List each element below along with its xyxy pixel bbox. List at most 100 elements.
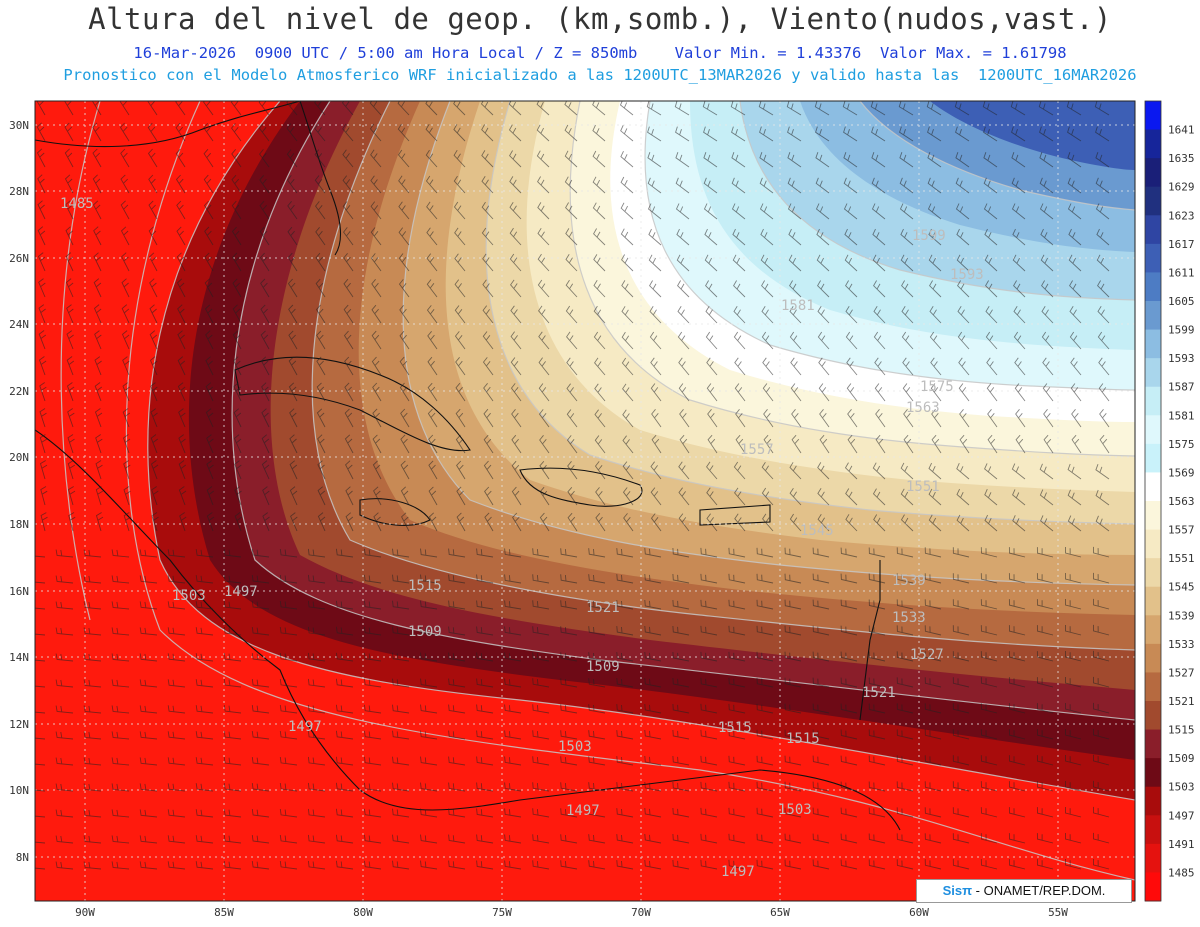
colorbar-swatch [1145, 301, 1161, 331]
wind-barb [1069, 280, 1082, 298]
wind-barb [195, 679, 214, 688]
wind-barb [728, 729, 746, 740]
wind-barb [956, 514, 970, 532]
lat-label: 20N [9, 451, 29, 464]
wind-barb [223, 861, 242, 870]
wind-barb [314, 149, 326, 168]
wind-barb [1036, 755, 1054, 766]
wind-barb [231, 174, 242, 194]
wind-barb [448, 860, 466, 870]
wind-barb [1068, 254, 1082, 272]
wind-barb [420, 652, 438, 662]
wind-barb [987, 409, 998, 428]
wind-barb [453, 201, 466, 220]
wind-barb [504, 626, 522, 636]
band-1611 [930, 101, 1135, 170]
wind-barb [122, 382, 130, 402]
wind-barb [931, 409, 942, 428]
wind-barb [341, 101, 354, 116]
wind-barb [874, 357, 886, 376]
wind-barb [83, 653, 102, 662]
wind-barb [234, 486, 242, 506]
wind-barb [929, 331, 942, 350]
contour-label: 1503 [172, 588, 206, 604]
wind-barb [733, 331, 746, 350]
wind-barb [1065, 625, 1082, 636]
contour-label: 1563 [906, 400, 940, 416]
wind-barb [92, 122, 102, 142]
wind-barb [371, 356, 382, 376]
wind-barb [1093, 780, 1110, 792]
wind-barb [307, 678, 326, 688]
wind-barb [251, 601, 270, 610]
wind-barb [40, 486, 48, 506]
wind-barb [420, 860, 438, 870]
wind-barb [195, 809, 214, 818]
wind-barb [980, 599, 998, 610]
wind-barb [342, 175, 354, 194]
wind-barb [984, 514, 998, 532]
wind-barb [456, 486, 466, 506]
wind-barb [816, 254, 830, 272]
wind-barb [868, 625, 886, 636]
wind-barb [763, 434, 774, 454]
colorbar-swatch [1145, 786, 1161, 816]
wind-barb [954, 101, 970, 116]
wind-barb [139, 627, 158, 636]
wind-barb [139, 679, 158, 688]
wind-barb [1067, 515, 1082, 532]
lon-label: 85W [214, 906, 234, 919]
wind-barb [1067, 126, 1082, 142]
wind-barb [700, 625, 718, 636]
wind-barb [448, 782, 466, 792]
contour-label: 1581 [781, 298, 815, 314]
wind-barb [448, 756, 466, 766]
wind-barb [1008, 625, 1026, 636]
wind-barb [177, 330, 186, 350]
wind-barb [731, 152, 746, 168]
wind-barb [983, 126, 998, 142]
wind-barb [700, 729, 718, 740]
wind-barb [178, 486, 187, 506]
colorbar-swatch [1145, 558, 1161, 588]
colorbar-level-label: 1539 [1168, 609, 1195, 622]
wind-barb [843, 203, 858, 220]
wind-barb [1008, 807, 1026, 818]
wind-barb [287, 175, 298, 194]
sispi-logo: Sisπ [942, 883, 973, 898]
wind-barb [868, 651, 886, 662]
wind-barb [392, 808, 410, 818]
wind-barb [307, 782, 326, 792]
wind-barb [345, 486, 354, 506]
colorbar-level-label: 1527 [1168, 666, 1195, 679]
wind-barb [564, 124, 578, 142]
wind-barb [476, 548, 494, 558]
wind-barb [397, 123, 410, 142]
wind-barb [560, 626, 578, 636]
wind-barb [588, 626, 606, 636]
wind-barb [204, 252, 214, 272]
wind-barb [176, 278, 186, 298]
wind-barb [789, 280, 802, 298]
wind-barb [139, 861, 158, 870]
wind-barb [929, 306, 942, 324]
wind-barb [64, 122, 74, 142]
wind-barb [287, 226, 298, 246]
wind-barb [206, 512, 215, 532]
wind-barb [898, 101, 914, 116]
wind-barb [1039, 203, 1054, 220]
wind-barb [261, 408, 270, 428]
contour-label: 1497 [566, 803, 600, 819]
wind-barb [980, 755, 998, 766]
wind-barb [677, 331, 690, 350]
colorbar-level-label: 1617 [1168, 238, 1195, 251]
wind-barb [952, 599, 970, 610]
wind-barb [372, 382, 382, 402]
wind-barb [868, 859, 886, 870]
colorbar-swatch [1145, 386, 1161, 416]
wind-barb [1095, 203, 1110, 220]
wind-barb [763, 409, 774, 428]
wind-barb [644, 599, 662, 610]
wind-barb [566, 383, 578, 402]
wind-barb [279, 756, 298, 766]
